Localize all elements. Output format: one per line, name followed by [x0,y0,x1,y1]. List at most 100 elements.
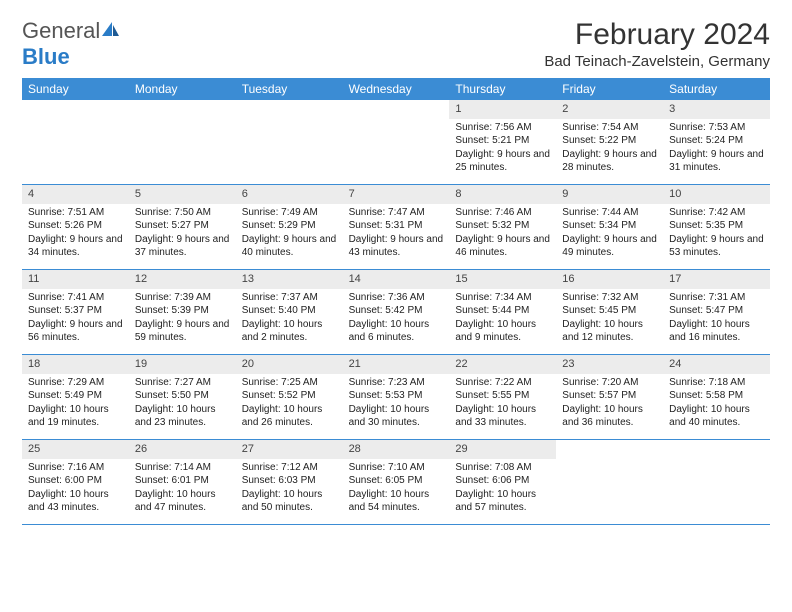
calendar-cell: 2Sunrise: 7:54 AMSunset: 5:22 PMDaylight… [556,100,663,184]
sunrise-text: Sunrise: 7:27 AM [135,376,230,390]
sunrise-text: Sunrise: 7:23 AM [349,376,444,390]
sunrise-text: Sunrise: 7:53 AM [669,121,764,135]
cell-body: Sunrise: 7:34 AMSunset: 5:44 PMDaylight:… [449,289,556,349]
cell-body: Sunrise: 7:31 AMSunset: 5:47 PMDaylight:… [663,289,770,349]
cell-body: Sunrise: 7:53 AMSunset: 5:24 PMDaylight:… [663,119,770,179]
daylight-text: Daylight: 10 hours and 57 minutes. [455,488,550,515]
logo-text-general: General [22,18,100,43]
sunrise-text: Sunrise: 7:25 AM [242,376,337,390]
cell-body: Sunrise: 7:41 AMSunset: 5:37 PMDaylight:… [22,289,129,349]
sunrise-text: Sunrise: 7:41 AM [28,291,123,305]
day-number: 6 [236,185,343,204]
day-number: 1 [449,100,556,119]
day-number: 18 [22,355,129,374]
calendar-cell: 5Sunrise: 7:50 AMSunset: 5:27 PMDaylight… [129,185,236,269]
sunset-text: Sunset: 5:42 PM [349,304,444,318]
calendar-cell [343,100,450,184]
daylight-text: Daylight: 10 hours and 6 minutes. [349,318,444,345]
day-number: 24 [663,355,770,374]
week-row: 1Sunrise: 7:56 AMSunset: 5:21 PMDaylight… [22,100,770,185]
day-number: 22 [449,355,556,374]
daylight-text: Daylight: 10 hours and 43 minutes. [28,488,123,515]
sunrise-text: Sunrise: 7:37 AM [242,291,337,305]
daylight-text: Daylight: 9 hours and 37 minutes. [135,233,230,260]
cell-body: Sunrise: 7:44 AMSunset: 5:34 PMDaylight:… [556,204,663,264]
calendar-cell: 25Sunrise: 7:16 AMSunset: 6:00 PMDayligh… [22,440,129,524]
sunset-text: Sunset: 5:35 PM [669,219,764,233]
sunrise-text: Sunrise: 7:47 AM [349,206,444,220]
day-header-sun: Sunday [22,78,129,100]
daylight-text: Daylight: 10 hours and 23 minutes. [135,403,230,430]
cell-body: Sunrise: 7:32 AMSunset: 5:45 PMDaylight:… [556,289,663,349]
sunset-text: Sunset: 5:45 PM [562,304,657,318]
day-number: 7 [343,185,450,204]
daylight-text: Daylight: 9 hours and 34 minutes. [28,233,123,260]
day-header-tue: Tuesday [236,78,343,100]
daylight-text: Daylight: 9 hours and 25 minutes. [455,148,550,175]
day-number: 25 [22,440,129,459]
logo-text: General Blue [22,18,120,70]
cell-body: Sunrise: 7:46 AMSunset: 5:32 PMDaylight:… [449,204,556,264]
sunrise-text: Sunrise: 7:10 AM [349,461,444,475]
calendar-cell [129,100,236,184]
week-row: 4Sunrise: 7:51 AMSunset: 5:26 PMDaylight… [22,185,770,270]
day-number: 4 [22,185,129,204]
sunset-text: Sunset: 5:57 PM [562,389,657,403]
day-number: 15 [449,270,556,289]
calendar-cell: 21Sunrise: 7:23 AMSunset: 5:53 PMDayligh… [343,355,450,439]
logo-text-blue: Blue [22,44,70,69]
calendar-cell [663,440,770,524]
sunset-text: Sunset: 5:29 PM [242,219,337,233]
day-number: 11 [22,270,129,289]
day-number: 26 [129,440,236,459]
calendar-cell: 7Sunrise: 7:47 AMSunset: 5:31 PMDaylight… [343,185,450,269]
sunrise-text: Sunrise: 7:31 AM [669,291,764,305]
sunset-text: Sunset: 5:22 PM [562,134,657,148]
calendar: Sunday Monday Tuesday Wednesday Thursday… [22,78,770,525]
daylight-text: Daylight: 9 hours and 49 minutes. [562,233,657,260]
week-row: 11Sunrise: 7:41 AMSunset: 5:37 PMDayligh… [22,270,770,355]
sunset-text: Sunset: 6:00 PM [28,474,123,488]
sunset-text: Sunset: 5:27 PM [135,219,230,233]
location: Bad Teinach-Zavelstein, Germany [544,53,770,70]
daylight-text: Daylight: 9 hours and 31 minutes. [669,148,764,175]
day-number: 19 [129,355,236,374]
daylight-text: Daylight: 9 hours and 46 minutes. [455,233,550,260]
cell-body: Sunrise: 7:16 AMSunset: 6:00 PMDaylight:… [22,459,129,519]
sunset-text: Sunset: 5:50 PM [135,389,230,403]
month-title: February 2024 [544,18,770,51]
sunrise-text: Sunrise: 7:32 AM [562,291,657,305]
daylight-text: Daylight: 9 hours and 40 minutes. [242,233,337,260]
calendar-cell: 19 Sunrise: 7:27 AMSunset: 5:50 PMDayligh… [129,355,236,439]
sunset-text: Sunset: 5:47 PM [669,304,764,318]
day-number: 23 [556,355,663,374]
sunset-text: Sunset: 5:26 PM [28,219,123,233]
title-block: February 2024 Bad Teinach-Zavelstein, Ge… [544,18,770,70]
cell-body: Sunrise: 7:23 AMSunset: 5:53 PMDaylight:… [343,374,450,434]
sunrise-text: Sunrise: 7:18 AM [669,376,764,390]
cell-body: Sunrise: 7:56 AMSunset: 5:21 PMDaylight:… [449,119,556,179]
calendar-cell: 13Sunrise: 7:37 AMSunset: 5:40 PMDayligh… [236,270,343,354]
day-header-thu: Thursday [449,78,556,100]
sunset-text: Sunset: 5:53 PM [349,389,444,403]
calendar-cell [236,100,343,184]
weeks-container: 1Sunrise: 7:56 AMSunset: 5:21 PMDaylight… [22,100,770,525]
day-number: 9 [556,185,663,204]
sunrise-text: Sunrise: 7:16 AM [28,461,123,475]
cell-body: Sunrise: 7:49 AMSunset: 5:29 PMDaylight:… [236,204,343,264]
sunset-text: Sunset: 5:58 PM [669,389,764,403]
cell-body: Sunrise: 7:54 AMSunset: 5:22 PMDaylight:… [556,119,663,179]
calendar-cell: 29Sunrise: 7:08 AMSunset: 6:06 PMDayligh… [449,440,556,524]
day-number: 5 [129,185,236,204]
sunrise-text: Sunrise: 7:54 AM [562,121,657,135]
day-number: 21 [343,355,450,374]
daylight-text: Daylight: 10 hours and 30 minutes. [349,403,444,430]
sunrise-text: Sunrise: 7:12 AM [242,461,337,475]
calendar-cell: 10Sunrise: 7:42 AMSunset: 5:35 PMDayligh… [663,185,770,269]
day-number: 14 [343,270,450,289]
calendar-cell: 28Sunrise: 7:10 AMSunset: 6:05 PMDayligh… [343,440,450,524]
cell-body: Sunrise: 7:39 AMSunset: 5:39 PMDaylight:… [129,289,236,349]
cell-body: Sunrise: 7:20 AMSunset: 5:57 PMDaylight:… [556,374,663,434]
sunset-text: Sunset: 6:05 PM [349,474,444,488]
sunrise-text: Sunrise: 7:51 AM [28,206,123,220]
